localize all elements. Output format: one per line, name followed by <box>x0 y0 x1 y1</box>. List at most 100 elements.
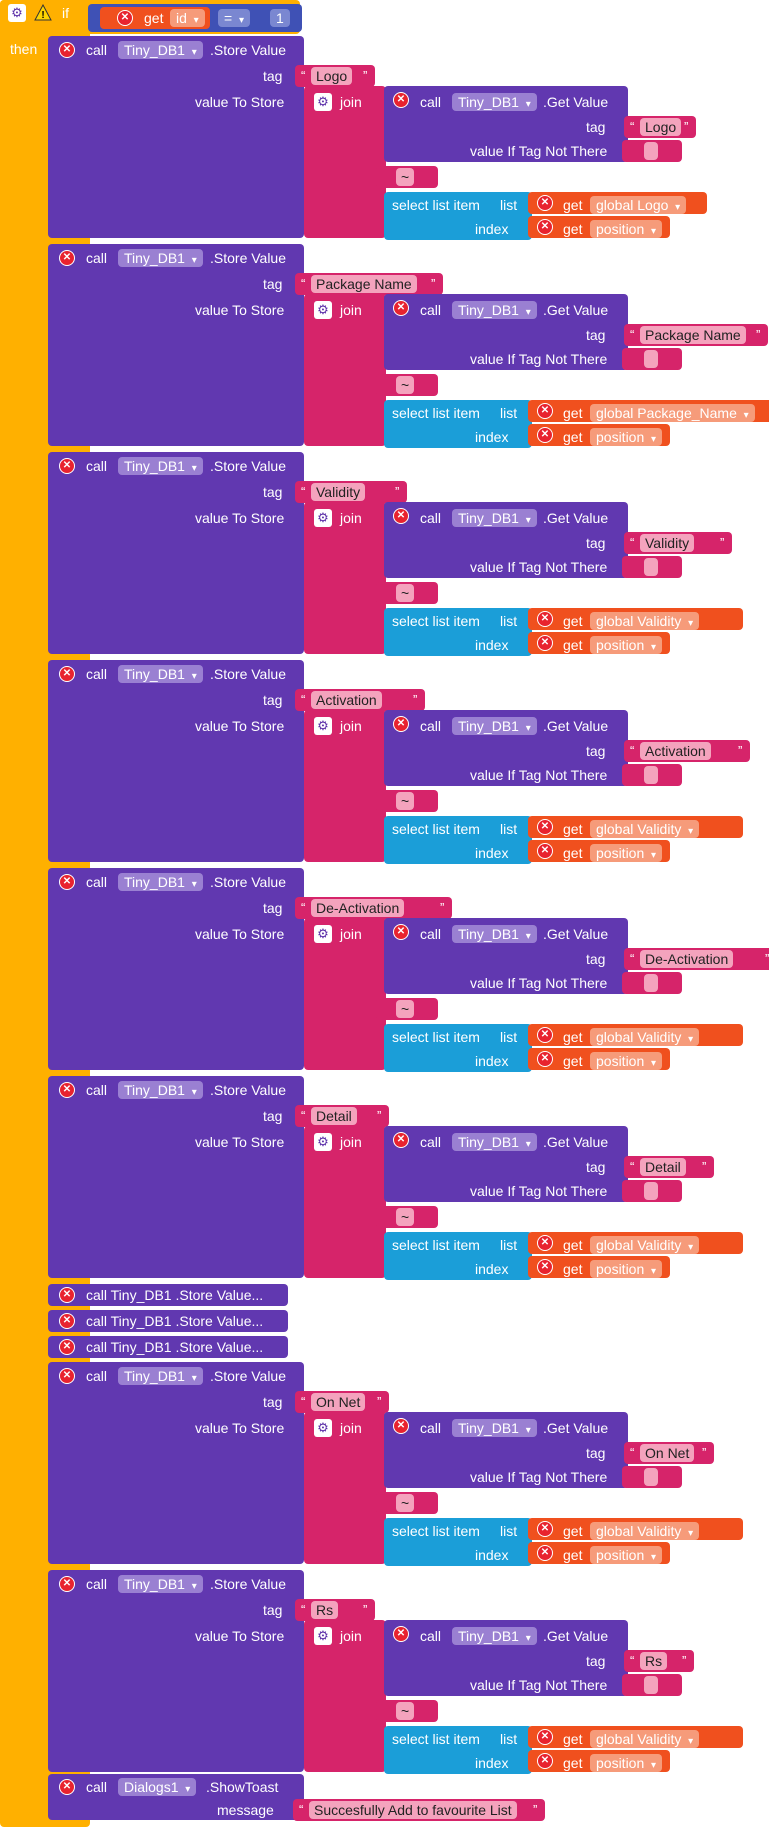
error-icon[interactable]: ✕ <box>393 508 409 524</box>
error-icon[interactable]: ✕ <box>537 1235 553 1251</box>
select-list-item-block[interactable] <box>384 1518 532 1566</box>
error-icon[interactable]: ✕ <box>393 1132 409 1148</box>
list-variable-dropdown[interactable]: global Package_Name <box>590 404 755 422</box>
error-icon[interactable]: ✕ <box>59 874 75 890</box>
error-icon[interactable]: ✕ <box>393 300 409 316</box>
position-dropdown[interactable]: position <box>590 844 663 862</box>
mutator-gear-icon[interactable]: ⚙ <box>314 925 332 943</box>
component-dropdown[interactable]: Tiny_DB1 <box>118 457 203 475</box>
select-list-item-block[interactable] <box>384 1024 532 1072</box>
join-block[interactable] <box>304 294 386 446</box>
tag-string[interactable]: Rs <box>311 1601 339 1619</box>
empty-string[interactable] <box>644 974 658 992</box>
separator-string[interactable]: ~ <box>396 168 415 186</box>
list-variable-dropdown[interactable]: global Validity <box>590 1028 700 1046</box>
error-icon[interactable]: ✕ <box>537 1027 553 1043</box>
error-icon[interactable]: ✕ <box>537 219 553 235</box>
error-icon[interactable]: ✕ <box>59 666 75 682</box>
position-dropdown[interactable]: position <box>590 1052 663 1070</box>
join-block[interactable] <box>304 1126 386 1278</box>
error-icon[interactable]: ✕ <box>537 1259 553 1275</box>
error-icon[interactable]: ✕ <box>537 403 553 419</box>
list-variable-dropdown[interactable]: global Validity <box>590 820 700 838</box>
error-icon[interactable]: ✕ <box>59 1368 75 1384</box>
empty-string[interactable] <box>644 766 658 784</box>
join-block[interactable] <box>304 1412 386 1564</box>
list-variable-dropdown[interactable]: global Logo <box>590 196 687 214</box>
list-variable-dropdown[interactable]: global Validity <box>590 1522 700 1540</box>
error-icon[interactable]: ✕ <box>393 1418 409 1434</box>
error-icon[interactable]: ✕ <box>59 1779 75 1795</box>
select-list-item-block[interactable] <box>384 400 532 448</box>
tag-string[interactable]: On Net <box>311 1393 366 1411</box>
error-icon[interactable]: ✕ <box>393 1626 409 1642</box>
component-dropdown[interactable]: Tiny_DB1 <box>452 509 537 527</box>
store-value-block[interactable] <box>48 1570 304 1772</box>
mutator-gear-icon[interactable]: ⚙ <box>8 4 26 22</box>
error-icon[interactable]: ✕ <box>537 819 553 835</box>
mutator-gear-icon[interactable]: ⚙ <box>314 717 332 735</box>
position-dropdown[interactable]: position <box>590 1260 663 1278</box>
empty-string[interactable] <box>644 142 658 160</box>
error-icon[interactable]: ✕ <box>393 92 409 108</box>
error-icon[interactable]: ✕ <box>537 1051 553 1067</box>
separator-string[interactable]: ~ <box>396 1494 415 1512</box>
get-tag-string[interactable]: On Net <box>640 1444 695 1462</box>
error-icon[interactable]: ✕ <box>537 427 553 443</box>
select-list-item-block[interactable] <box>384 192 532 240</box>
empty-string[interactable] <box>644 1676 658 1694</box>
mutator-gear-icon[interactable]: ⚙ <box>314 509 332 527</box>
error-icon[interactable]: ✕ <box>59 1082 75 1098</box>
get-tag-string[interactable]: De-Activation <box>640 950 734 968</box>
join-block[interactable] <box>304 710 386 862</box>
variable-dropdown[interactable]: id <box>170 9 205 27</box>
separator-string[interactable]: ~ <box>396 792 415 810</box>
position-dropdown[interactable]: position <box>590 428 663 446</box>
separator-string[interactable]: ~ <box>396 376 415 394</box>
tag-string[interactable]: Detail <box>311 1107 357 1125</box>
collapsed-store-value-block[interactable] <box>48 1336 288 1358</box>
store-value-block[interactable] <box>48 1076 304 1278</box>
component-dropdown[interactable]: Tiny_DB1 <box>452 1419 537 1437</box>
position-dropdown[interactable]: position <box>590 220 663 238</box>
error-icon[interactable]: ✕ <box>59 42 75 58</box>
mutator-gear-icon[interactable]: ⚙ <box>314 1627 332 1645</box>
error-icon[interactable]: ✕ <box>59 1576 75 1592</box>
component-dropdown[interactable]: Tiny_DB1 <box>118 1081 203 1099</box>
error-icon[interactable]: ✕ <box>537 843 553 859</box>
error-icon[interactable]: ✕ <box>59 250 75 266</box>
operator-dropdown[interactable]: = <box>218 9 250 27</box>
separator-string[interactable]: ~ <box>396 1702 415 1720</box>
empty-string[interactable] <box>644 350 658 368</box>
separator-string[interactable]: ~ <box>396 1000 415 1018</box>
error-icon[interactable]: ✕ <box>537 635 553 651</box>
list-variable-dropdown[interactable]: global Validity <box>590 612 700 630</box>
collapsed-store-value-block[interactable] <box>48 1310 288 1332</box>
get-tag-string[interactable]: Logo <box>640 118 682 136</box>
position-dropdown[interactable]: position <box>590 1546 663 1564</box>
select-list-item-block[interactable] <box>384 1726 532 1774</box>
list-variable-dropdown[interactable]: global Validity <box>590 1730 700 1748</box>
error-icon[interactable]: ✕ <box>59 1287 75 1303</box>
store-value-block[interactable] <box>48 1362 304 1564</box>
component-dropdown[interactable]: Tiny_DB1 <box>118 873 203 891</box>
error-icon[interactable]: ✕ <box>537 195 553 211</box>
separator-string[interactable]: ~ <box>396 1208 415 1226</box>
store-value-block[interactable] <box>48 244 304 446</box>
component-dropdown[interactable]: Tiny_DB1 <box>452 301 537 319</box>
get-tag-string[interactable]: Detail <box>640 1158 686 1176</box>
mutator-gear-icon[interactable]: ⚙ <box>314 301 332 319</box>
error-icon[interactable]: ✕ <box>537 1545 553 1561</box>
collapsed-store-value-block[interactable] <box>48 1284 288 1306</box>
component-dropdown[interactable]: Tiny_DB1 <box>452 1133 537 1151</box>
component-dropdown[interactable]: Tiny_DB1 <box>118 41 203 59</box>
error-icon[interactable]: ✕ <box>393 716 409 732</box>
get-tag-string[interactable]: Rs <box>640 1652 668 1670</box>
separator-string[interactable]: ~ <box>396 584 415 602</box>
get-tag-string[interactable]: Activation <box>640 742 711 760</box>
get-tag-string[interactable]: Package Name <box>640 326 746 344</box>
store-value-block[interactable] <box>48 660 304 862</box>
component-dropdown[interactable]: Tiny_DB1 <box>118 1367 203 1385</box>
component-dropdown[interactable]: Tiny_DB1 <box>118 665 203 683</box>
component-dropdown[interactable]: Tiny_DB1 <box>452 1627 537 1645</box>
